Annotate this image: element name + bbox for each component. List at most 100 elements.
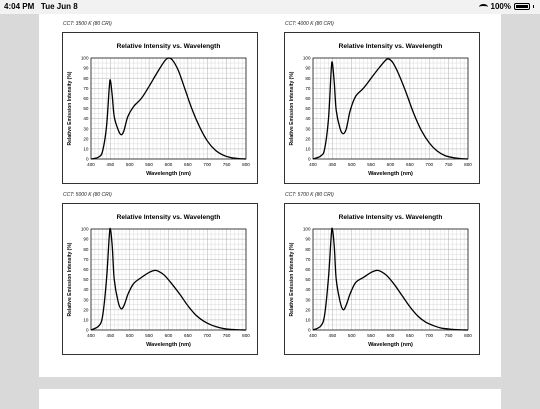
chart-title: Relative Intensity vs. Wavelength	[117, 214, 221, 221]
x-tick-label: 550	[367, 162, 375, 167]
battery-icon	[514, 3, 530, 10]
x-tick-label: 750	[445, 333, 453, 338]
x-tick-label: 550	[367, 333, 375, 338]
y-axis-label: Relative Emission Intensity (%)	[289, 242, 295, 316]
y-tick-label: 80	[83, 76, 89, 81]
chart-caption-3: CCT: 5000 K (80 CRI)	[63, 192, 112, 198]
y-tick-label: 90	[83, 237, 89, 242]
x-tick-label: 450	[107, 333, 115, 338]
x-tick-label: 500	[348, 333, 356, 338]
y-tick-label: 50	[83, 106, 89, 111]
y-tick-label: 10	[305, 318, 311, 323]
status-time-text: 4:04 PM	[4, 2, 35, 11]
y-tick-label: 80	[83, 247, 89, 252]
x-tick-label: 400	[87, 333, 95, 338]
x-tick-label: 650	[406, 333, 414, 338]
spectrum-line	[90, 57, 247, 160]
plot-area	[312, 228, 469, 331]
y-tick-label: 10	[83, 318, 89, 323]
chart-frame	[284, 32, 480, 184]
x-tick-label: 750	[445, 162, 453, 167]
x-tick-label: 400	[87, 162, 95, 167]
next-page[interactable]	[39, 389, 501, 409]
battery-tip-icon	[533, 5, 534, 8]
y-tick-label: 90	[305, 66, 311, 71]
y-tick-label: 100	[303, 227, 311, 232]
x-tick-label: 800	[242, 333, 250, 338]
y-axis-label: Relative Emission Intensity (%)	[67, 242, 73, 316]
y-tick-label: 70	[305, 86, 311, 91]
x-tick-label: 800	[242, 162, 250, 167]
spectrum-chart-5000k: Relative Intensity vs. Wavelength 400 450 5…	[62, 203, 258, 355]
x-tick-label: 550	[145, 333, 153, 338]
x-tick-label: 650	[406, 162, 414, 167]
y-tick-label: 30	[83, 126, 89, 131]
status-time: 4:04 PM Tue Jun 8	[4, 2, 78, 11]
y-tick-label: 60	[305, 267, 311, 272]
y-tick-label: 70	[83, 257, 89, 262]
y-tick-label: 0	[308, 328, 311, 333]
spectrum-chart-4000k: Relative Intensity vs. Wavelength 400 450 5…	[284, 32, 480, 184]
x-tick-label: 600	[387, 162, 395, 167]
y-tick-label: 30	[83, 297, 89, 302]
spectrum-line	[312, 58, 469, 160]
y-tick-label: 0	[86, 157, 89, 162]
status-date-text: Tue Jun 8	[40, 2, 78, 11]
y-tick-label: 0	[86, 328, 89, 333]
y-tick-label: 50	[305, 106, 311, 111]
y-tick-label: 70	[305, 257, 311, 262]
y-tick-label: 40	[305, 116, 311, 121]
x-tick-label: 600	[165, 162, 173, 167]
y-tick-label: 50	[83, 277, 89, 282]
x-tick-label: 750	[223, 333, 231, 338]
x-tick-label: 450	[107, 162, 115, 167]
plot-area	[90, 228, 247, 331]
chart-caption-2: CCT: 4000 K (80 CRI)	[285, 21, 334, 27]
x-tick-label: 650	[184, 333, 192, 338]
x-tick-label: 800	[464, 162, 472, 167]
y-tick-label: 80	[305, 247, 311, 252]
y-axis-label: Relative Emission Intensity (%)	[67, 71, 73, 145]
y-tick-label: 30	[305, 297, 311, 302]
y-tick-label: 40	[305, 287, 311, 292]
spectrum-line	[90, 227, 247, 331]
y-tick-label: 0	[308, 157, 311, 162]
x-tick-label: 550	[145, 162, 153, 167]
y-tick-label: 10	[83, 147, 89, 152]
y-tick-label: 100	[81, 56, 89, 61]
y-tick-label: 20	[83, 307, 89, 312]
x-tick-label: 400	[309, 333, 317, 338]
chart-caption-4: CCT: 5700 K (80 CRI)	[285, 192, 334, 198]
chart-title: Relative Intensity vs. Wavelength	[117, 43, 221, 50]
y-tick-label: 100	[81, 227, 89, 232]
chart-title: Relative Intensity vs. Wavelength	[339, 43, 443, 50]
x-axis-label: Wavelength (nm)	[146, 171, 191, 177]
y-tick-label: 60	[83, 96, 89, 101]
x-axis-label: Wavelength (nm)	[368, 342, 413, 348]
chart-frame	[62, 203, 258, 355]
y-tick-label: 20	[83, 136, 89, 141]
y-tick-label: 20	[305, 136, 311, 141]
x-tick-label: 450	[329, 333, 337, 338]
y-tick-label: 70	[83, 86, 89, 91]
y-tick-label: 40	[83, 116, 89, 121]
x-tick-label: 750	[223, 162, 231, 167]
spectrum-chart-5700k: Relative Intensity vs. Wavelength 400 450 5…	[284, 203, 480, 355]
x-tick-label: 650	[184, 162, 192, 167]
x-tick-label: 500	[126, 162, 134, 167]
spectrum-chart-3500k: Relative Intensity vs. Wavelength 400 450 5…	[62, 32, 258, 184]
y-tick-label: 60	[83, 267, 89, 272]
x-tick-label: 700	[425, 333, 433, 338]
x-tick-label: 600	[165, 333, 173, 338]
y-tick-label: 20	[305, 307, 311, 312]
x-tick-label: 700	[203, 162, 211, 167]
x-axis-label: Wavelength (nm)	[146, 342, 191, 348]
x-tick-label: 400	[309, 162, 317, 167]
y-tick-label: 60	[305, 96, 311, 101]
chart-caption-1: CCT: 3500 K (80 CRI)	[63, 21, 112, 27]
chart-frame	[62, 32, 258, 184]
document-page[interactable]: CCT: 3500 K (80 CRI) CCT: 4000 K (80 CRI…	[39, 14, 501, 377]
